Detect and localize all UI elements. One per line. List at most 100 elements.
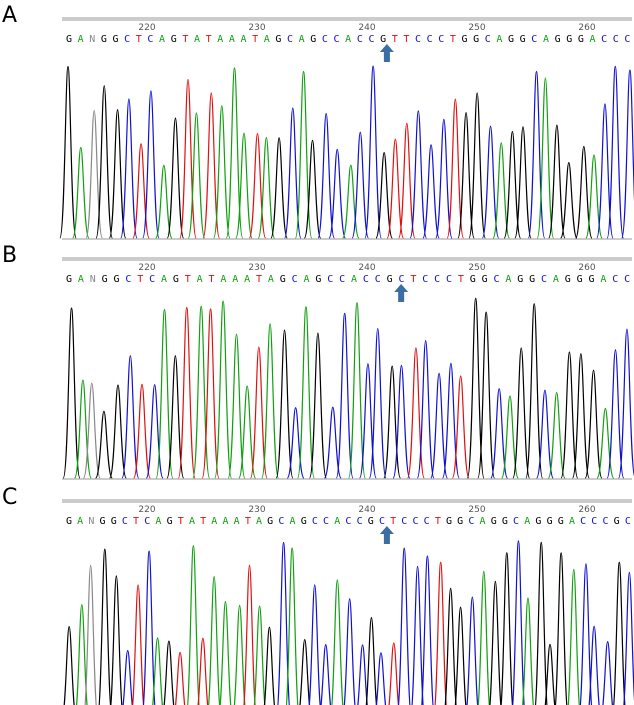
trace-peak [547,391,566,479]
trace-peak [492,142,510,239]
trace-peak [571,353,590,479]
trace-peak [512,347,531,479]
trace-peak [434,561,447,705]
trace-peak [584,369,603,479]
base: C [513,516,519,527]
base: G [566,34,572,45]
trace-peak [397,547,411,705]
trace-peak [85,110,103,239]
trace-peak [177,306,196,479]
trace-peak [253,605,266,705]
base: G [470,274,476,285]
base: N [89,34,95,45]
trace-peak [606,349,625,479]
trace-peak [602,641,613,705]
base: A [589,34,595,45]
base: C [424,516,430,527]
base: C [434,274,440,285]
trace-peak [187,112,206,239]
trace-peak [503,130,522,239]
trace-peak [257,136,276,239]
base: C [624,274,630,285]
base: A [78,274,84,285]
trace-peak [422,144,440,239]
base: G [462,34,468,45]
trace-peak [187,545,200,705]
trace-peak [235,132,253,239]
trace-peak [82,382,101,479]
trace-peak [213,105,231,239]
trace-peak [174,651,186,705]
base: T [136,34,142,45]
base: C [339,274,345,285]
trace-peak [375,152,393,239]
base: G [66,274,72,285]
panel-label: C [2,485,17,510]
trace-peak [466,297,485,479]
trace-peak [618,328,634,479]
base: G [368,516,374,527]
position-tick: 240 [358,263,375,273]
base: G [558,516,564,527]
base: G [547,516,553,527]
base: A [553,274,559,285]
trace-peak [421,555,434,705]
base: C [485,34,491,45]
base: C [422,274,428,285]
trace-peak [512,540,525,705]
base: G [301,516,307,527]
trace-peak [560,162,578,239]
trace-peak [442,362,460,479]
base: G [101,34,107,45]
base: T [410,274,416,285]
base: C [312,516,318,527]
trace-peak [62,307,81,479]
trace-peak [197,637,209,705]
trace-peak [481,125,500,239]
base: G [310,34,316,45]
base: G [66,34,72,45]
base: A [304,274,310,285]
position-tick: 220 [138,263,155,273]
trace-peak [285,547,299,705]
base: T [458,274,464,285]
base: C [322,34,328,45]
trace-peak [238,385,257,479]
base: G [102,274,108,285]
trace-peak [309,332,327,479]
trace-peak [225,67,244,239]
base: G [577,274,583,285]
trace-peak [411,565,424,705]
trace-peak [466,596,479,705]
base: A [299,34,305,45]
position-tick: 260 [578,263,595,273]
base: C [612,274,618,285]
trace-peak [585,154,603,239]
base: C [602,516,608,527]
base: A [222,516,228,527]
base: G [66,516,72,527]
base: G [578,34,584,45]
base: A [480,516,486,527]
base: A [211,516,217,527]
trace-peak [108,109,127,239]
base: C [122,516,128,527]
base: A [256,516,262,527]
trace-peak [351,131,370,239]
trace-peak [155,164,173,239]
base: A [78,34,84,45]
base: T [256,274,262,285]
trace-peak [328,148,346,239]
base: C [357,516,363,527]
base: C [125,274,131,285]
position-tick: 230 [248,505,265,515]
base: A [155,516,161,527]
base: A [229,34,235,45]
base: A [189,516,195,527]
trace-peak [317,112,335,239]
base: C [368,34,374,45]
base: G [555,34,561,45]
trace-peak [468,92,486,239]
